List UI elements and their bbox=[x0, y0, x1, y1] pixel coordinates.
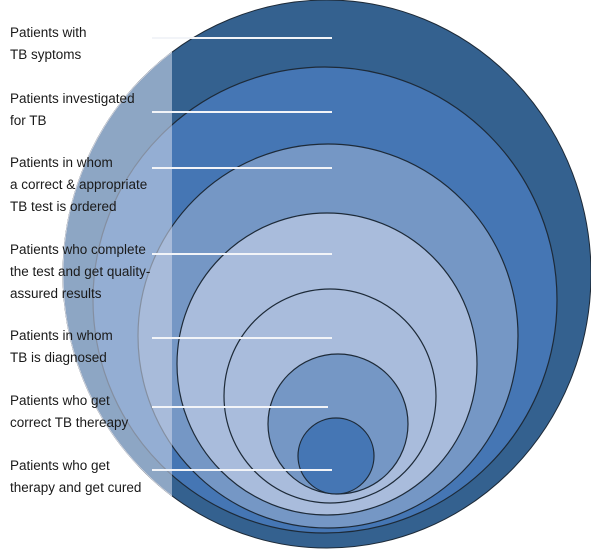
stage-label-7: Patients who get therapy and get cured bbox=[10, 458, 142, 495]
stage-label-5: Patients in whom TB is diagnosed bbox=[10, 328, 113, 365]
stage-label-1: Patients with TB syptoms bbox=[10, 25, 87, 62]
stage-label-2: Patients investigated for TB bbox=[10, 91, 135, 128]
stage-label-6: Patients who get correct TB thereapy bbox=[10, 393, 129, 430]
overlay-edge bbox=[62, 51, 172, 497]
stage-label-3: Patients in whom a correct & appropriate… bbox=[10, 155, 148, 214]
stage-circle-7 bbox=[297, 417, 375, 495]
stage-label-4: Patients who complete the test and get q… bbox=[10, 242, 151, 301]
